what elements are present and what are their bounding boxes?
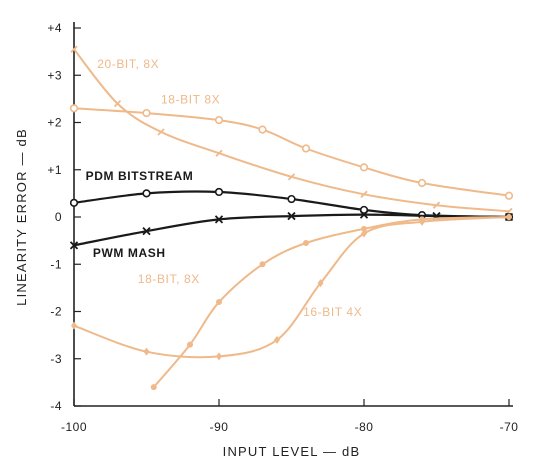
y-tick-label: -2	[50, 305, 62, 319]
data-point	[274, 335, 280, 344]
data-point	[142, 227, 151, 236]
data-point	[187, 341, 193, 348]
series-line	[152, 216, 510, 389]
series-layer	[69, 45, 514, 391]
data-point	[142, 108, 151, 118]
series-pwm-mash	[69, 210, 514, 250]
series-label-18-bit-8x: 18-BIT 8X	[161, 93, 220, 107]
series-line	[73, 216, 510, 359]
y-axis-title: LINEARITY ERROR — dB	[14, 128, 29, 306]
data-point	[143, 347, 150, 356]
series-18-bit-8x	[69, 104, 514, 200]
series-label-18-bit-8x: 18-BIT, 8X	[138, 272, 200, 286]
data-point	[303, 239, 309, 246]
data-point	[301, 144, 311, 153]
data-point	[69, 104, 79, 113]
data-point	[361, 229, 367, 238]
series-label-pwm-mash: PWM MASH	[93, 246, 166, 260]
data-point	[71, 321, 77, 330]
data-point	[419, 217, 425, 226]
data-point	[69, 198, 79, 207]
data-point	[287, 194, 296, 204]
data-point	[216, 352, 222, 361]
data-point	[504, 191, 514, 200]
series-line	[73, 48, 510, 213]
y-tick-label: +3	[47, 68, 62, 82]
series-label-16-bit-4x: 16-BIT 4X	[303, 305, 362, 319]
y-tick-label: -3	[50, 352, 62, 366]
series-16-bit-4x	[71, 213, 512, 361]
y-tick-label: +1	[47, 163, 62, 177]
series-label-pdm-bitstream: PDM BITSTREAM	[86, 169, 194, 183]
series-20-bit-8x	[70, 45, 513, 215]
data-point	[359, 163, 369, 172]
x-tick-label: -90	[210, 420, 229, 434]
data-point	[359, 205, 369, 215]
y-tick-label: +2	[47, 116, 62, 130]
data-point	[360, 190, 368, 198]
data-point	[506, 213, 512, 221]
data-point	[359, 210, 369, 219]
data-point	[214, 116, 224, 125]
y-tick-label: +4	[47, 21, 62, 35]
data-point	[150, 384, 157, 391]
series-label-layer: 20-BIT, 8X 18-BIT 8X PDM BITSTREAM PWM MASH…	[86, 57, 362, 319]
x-tick-label: -70	[500, 420, 519, 434]
axes	[73, 22, 513, 407]
data-point	[142, 189, 151, 198]
data-point	[432, 201, 441, 209]
data-point	[505, 207, 513, 215]
series-label-20-bit-8x: 20-BIT, 8X	[97, 57, 159, 71]
series-18-bit-8x	[150, 214, 512, 391]
data-point	[113, 99, 122, 108]
x-tick-label: -80	[355, 420, 374, 434]
data-point	[215, 149, 223, 157]
y-tick-label: -1	[50, 257, 62, 271]
data-point	[70, 45, 78, 53]
x-tick-label: -100	[61, 420, 87, 434]
y-tick-label: -4	[50, 399, 62, 413]
x-axis-title: INPUT LEVEL — dB	[223, 444, 361, 459]
data-point	[258, 125, 267, 134]
data-point	[417, 178, 427, 188]
data-point	[259, 261, 266, 268]
tick-layer: +4 +3 +2 +1 0 -1 -2 -3 -4 -100 -90 -80 -70	[47, 21, 518, 434]
data-point	[69, 241, 79, 250]
data-point	[214, 187, 224, 197]
y-tick-label: 0	[55, 210, 62, 224]
data-point	[216, 299, 222, 306]
data-point	[214, 215, 224, 224]
data-point	[287, 173, 296, 181]
data-point	[361, 225, 367, 232]
data-point	[287, 211, 296, 221]
data-point	[317, 279, 324, 288]
data-point	[157, 128, 165, 136]
